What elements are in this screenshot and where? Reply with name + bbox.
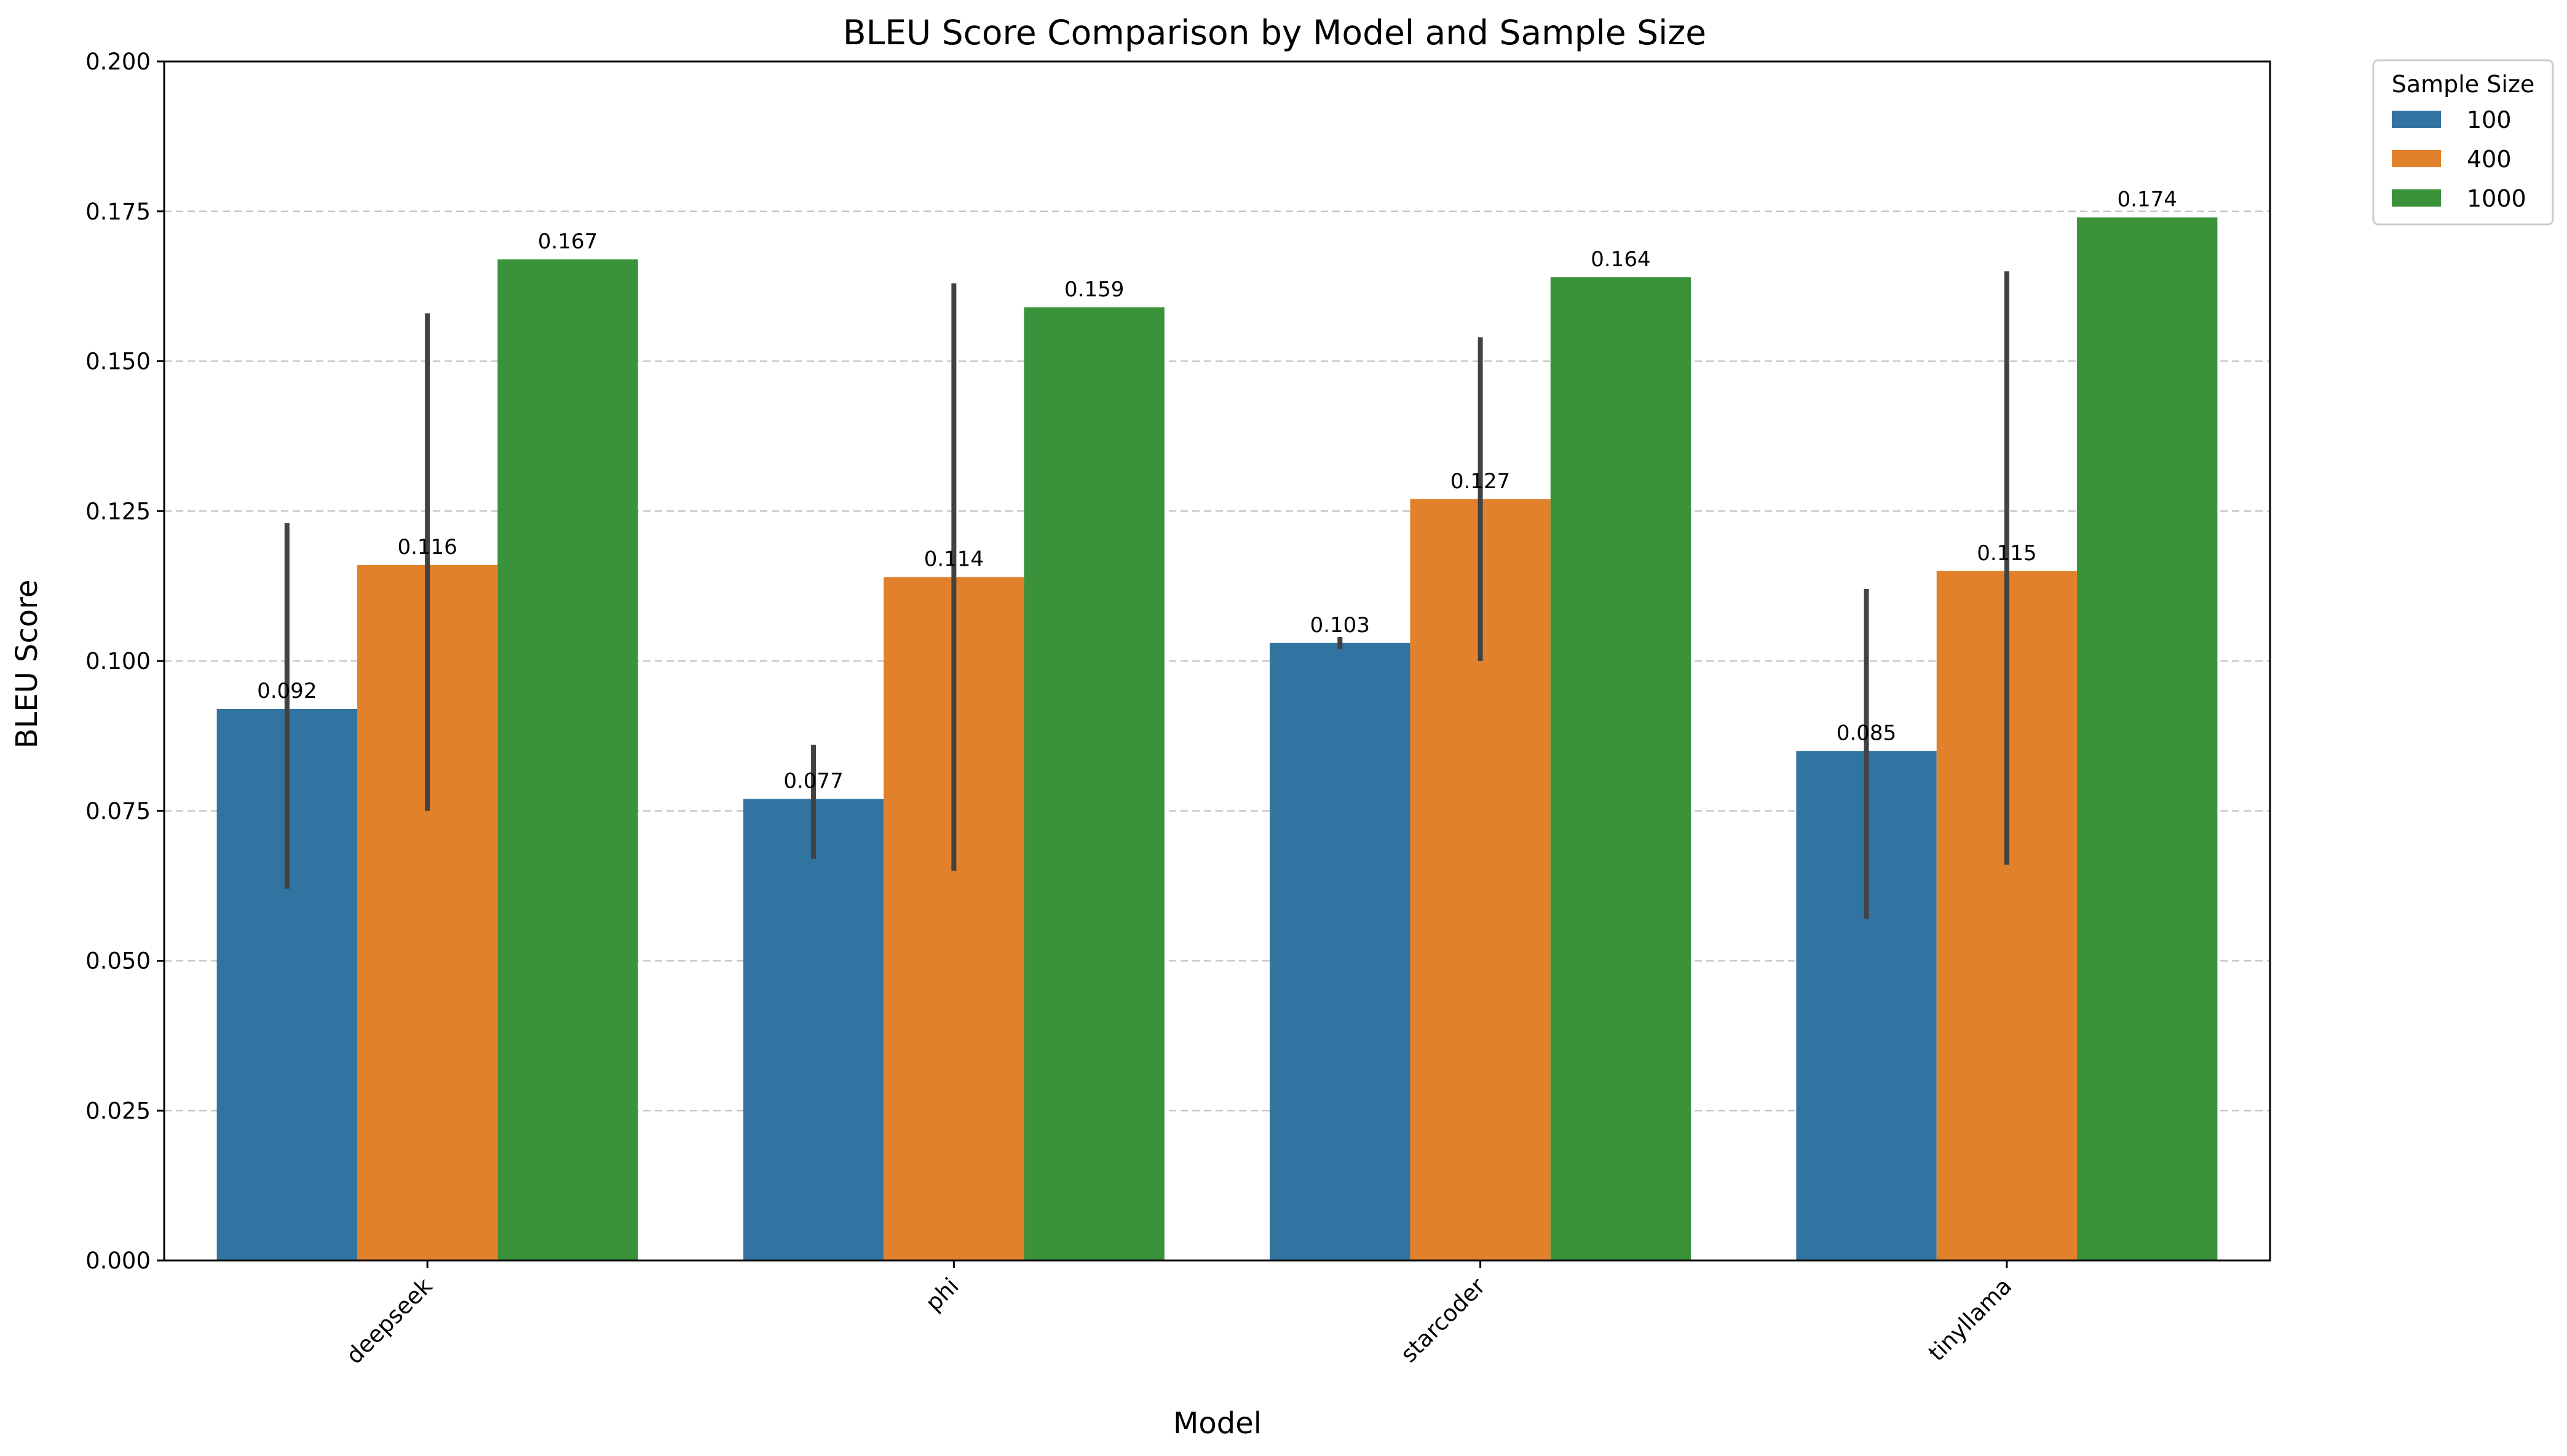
data-label: 0.167 (538, 229, 598, 254)
legend-swatch (2392, 189, 2441, 207)
data-label: 0.174 (2118, 188, 2177, 212)
y-tick-label: 0.125 (85, 498, 151, 524)
legend-label: 100 (2467, 106, 2512, 133)
bars (216, 217, 2218, 1260)
x-tick-label: phi (920, 1273, 964, 1316)
y-tick-label: 0.075 (85, 798, 151, 825)
x-tick-label: starcoder (1396, 1272, 1491, 1367)
bar (1270, 643, 1410, 1260)
bar (2077, 217, 2218, 1260)
bar (743, 799, 884, 1260)
legend-frame (2372, 59, 2554, 226)
y-tick-label: 0.150 (85, 349, 151, 375)
y-tick-label: 0.000 (85, 1248, 151, 1274)
bar (1550, 277, 1691, 1260)
x-tick-label: tinyllama (1923, 1273, 2017, 1366)
legend-label: 400 (2467, 146, 2512, 173)
data-label: 0.127 (1450, 469, 1510, 494)
data-label: 0.103 (1310, 613, 1370, 638)
data-label: 0.116 (397, 535, 457, 560)
data-label: 0.164 (1591, 247, 1650, 272)
data-label: 0.115 (1977, 541, 2036, 566)
bar (1024, 307, 1165, 1260)
x-axis-title: Model (1173, 1406, 1262, 1441)
data-label: 0.159 (1064, 277, 1124, 302)
error-bars (284, 271, 2009, 919)
chart-title: BLEU Score Comparison by Model and Sampl… (843, 13, 1706, 52)
x-tick-label: deepseek (341, 1273, 438, 1369)
data-label: 0.092 (257, 679, 317, 703)
y-tick-label: 0.100 (85, 648, 151, 675)
y-tick-label: 0.175 (85, 199, 151, 225)
legend-title: Sample Size (2392, 71, 2535, 98)
y-axis: 0.000 0.025 0.050 0.075 0.100 0.125 0.150 0.175… (85, 49, 164, 1274)
legend-label: 1000 (2467, 185, 2526, 212)
bar (497, 259, 638, 1260)
legend-swatch (2392, 111, 2441, 128)
y-tick-label: 0.200 (85, 49, 151, 75)
y-tick-label: 0.025 (85, 1098, 151, 1124)
data-labels: 0.092 0.077 0.103 0.085 0.116 0.114 0.127 0.115… (257, 188, 2177, 794)
legend-swatch (2392, 150, 2441, 167)
y-axis-title: BLEU Score (10, 580, 44, 749)
data-label: 0.077 (783, 769, 843, 793)
legend-items: 100 400 1000 (2392, 106, 2526, 212)
y-tick-label: 0.050 (85, 948, 151, 975)
legend: Sample Size 100 400 1000 (2372, 59, 2554, 226)
data-label: 0.114 (924, 547, 984, 572)
x-axis: deepseek phi starcoder tinyllama (341, 1260, 2017, 1369)
data-label: 0.085 (1837, 721, 1896, 745)
